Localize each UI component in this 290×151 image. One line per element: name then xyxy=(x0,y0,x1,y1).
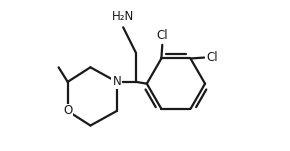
Text: Cl: Cl xyxy=(206,51,218,64)
Text: N: N xyxy=(113,75,121,88)
Text: O: O xyxy=(63,104,72,117)
Text: Cl: Cl xyxy=(157,29,168,42)
Text: H₂N: H₂N xyxy=(112,10,134,23)
